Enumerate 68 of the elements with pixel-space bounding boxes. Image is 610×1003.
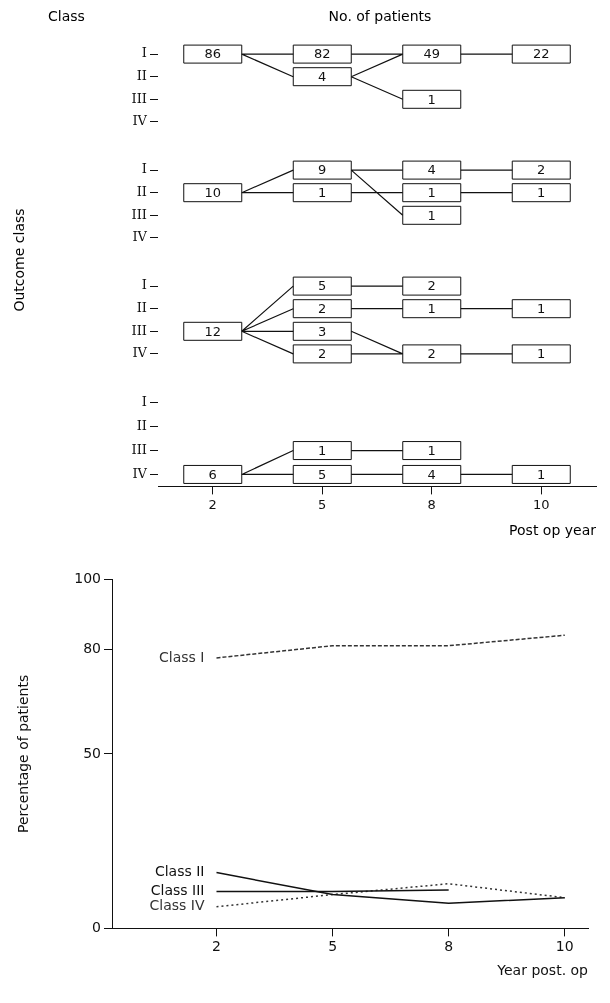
data-label: 2 [318, 301, 327, 317]
y-tick-label: II [136, 418, 147, 434]
x-tick-label: 5 [328, 938, 338, 955]
data-label: 1 [427, 91, 436, 107]
data-label: 6 [208, 466, 217, 482]
data-label: 1 [427, 185, 436, 201]
data-label: 1 [427, 442, 436, 458]
y-tick-label: I [141, 394, 147, 410]
data-label: 2 [427, 278, 436, 294]
y-tick-label: I [141, 45, 147, 61]
y-axis-title: Outcome class [11, 208, 28, 312]
data-label: 1 [537, 301, 546, 317]
y-tick-label: III [131, 322, 147, 338]
data-label: 2 [318, 346, 327, 362]
x-tick-label: 2 [212, 938, 221, 955]
y-tick-label: I [141, 161, 147, 177]
y-tick-label: I [141, 277, 147, 293]
y-tick-label: IV [132, 229, 148, 245]
y-tick-label: III [131, 441, 147, 457]
y-tick-label: IV [132, 113, 148, 129]
x-tick-label: 2 [208, 496, 217, 512]
y-tick-label: II [136, 68, 147, 84]
y-tick-label: III [131, 206, 147, 222]
data-label: 1 [537, 346, 546, 362]
data-label: 3 [318, 323, 327, 339]
series-label: Class IV [149, 897, 205, 914]
y-tick-label: 80 [83, 639, 101, 656]
x-tick-label: 5 [318, 496, 327, 512]
y-tick-label: II [136, 184, 147, 200]
x-tick-label: 8 [444, 938, 454, 955]
data-label: 4 [427, 162, 436, 178]
chart-title: No. of patients [327, 8, 433, 24]
y-tick-label: III [131, 90, 147, 106]
data-label: 5 [318, 278, 327, 294]
series-label: Class I [159, 648, 205, 665]
y-axis-title: Percentage of patients [15, 674, 32, 834]
data-label: 1 [318, 185, 327, 201]
data-label: 22 [532, 46, 550, 62]
data-label: 2 [427, 346, 436, 362]
y-tick-label: 0 [92, 919, 101, 936]
y-tick-label: 50 [83, 744, 101, 761]
data-label: 1 [427, 301, 436, 317]
data-label: 10 [204, 185, 222, 201]
data-label: 12 [204, 323, 222, 339]
data-label: 4 [318, 69, 327, 85]
data-label: 86 [204, 46, 222, 62]
x-tick-label: 10 [555, 938, 574, 955]
y-tick-label: IV [132, 465, 148, 481]
data-label: 1 [537, 466, 546, 482]
x-axis-title: Post op year [509, 522, 596, 538]
data-label: 9 [318, 162, 327, 178]
y-tick-label: II [136, 300, 147, 316]
y-tick-label: 100 [74, 570, 101, 587]
y-axis-title: Class [48, 8, 85, 24]
x-tick-label: 10 [532, 496, 550, 512]
data-label: 4 [427, 466, 436, 482]
x-axis-title: Year post. op [496, 962, 589, 979]
data-label: 82 [313, 46, 331, 62]
data-label: 2 [537, 162, 546, 178]
y-tick-label: IV [132, 345, 148, 361]
data-label: 5 [318, 466, 327, 482]
data-label: 1 [318, 442, 327, 458]
data-label: 1 [427, 207, 436, 223]
x-tick-label: 8 [427, 496, 436, 512]
series-label: Class II [154, 863, 205, 880]
series-label: Class III [150, 882, 205, 899]
data-label: 49 [423, 46, 441, 62]
data-label: 1 [537, 185, 546, 201]
